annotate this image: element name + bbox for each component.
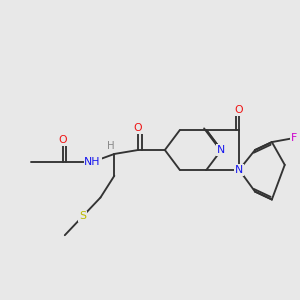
Text: H: H [106,141,114,151]
Text: NH: NH [84,157,101,167]
Text: N: N [235,165,243,175]
Text: O: O [134,123,142,133]
Text: O: O [58,135,67,145]
Text: N: N [217,145,226,155]
Text: F: F [290,133,297,143]
Text: S: S [79,212,86,221]
Text: O: O [235,105,244,116]
